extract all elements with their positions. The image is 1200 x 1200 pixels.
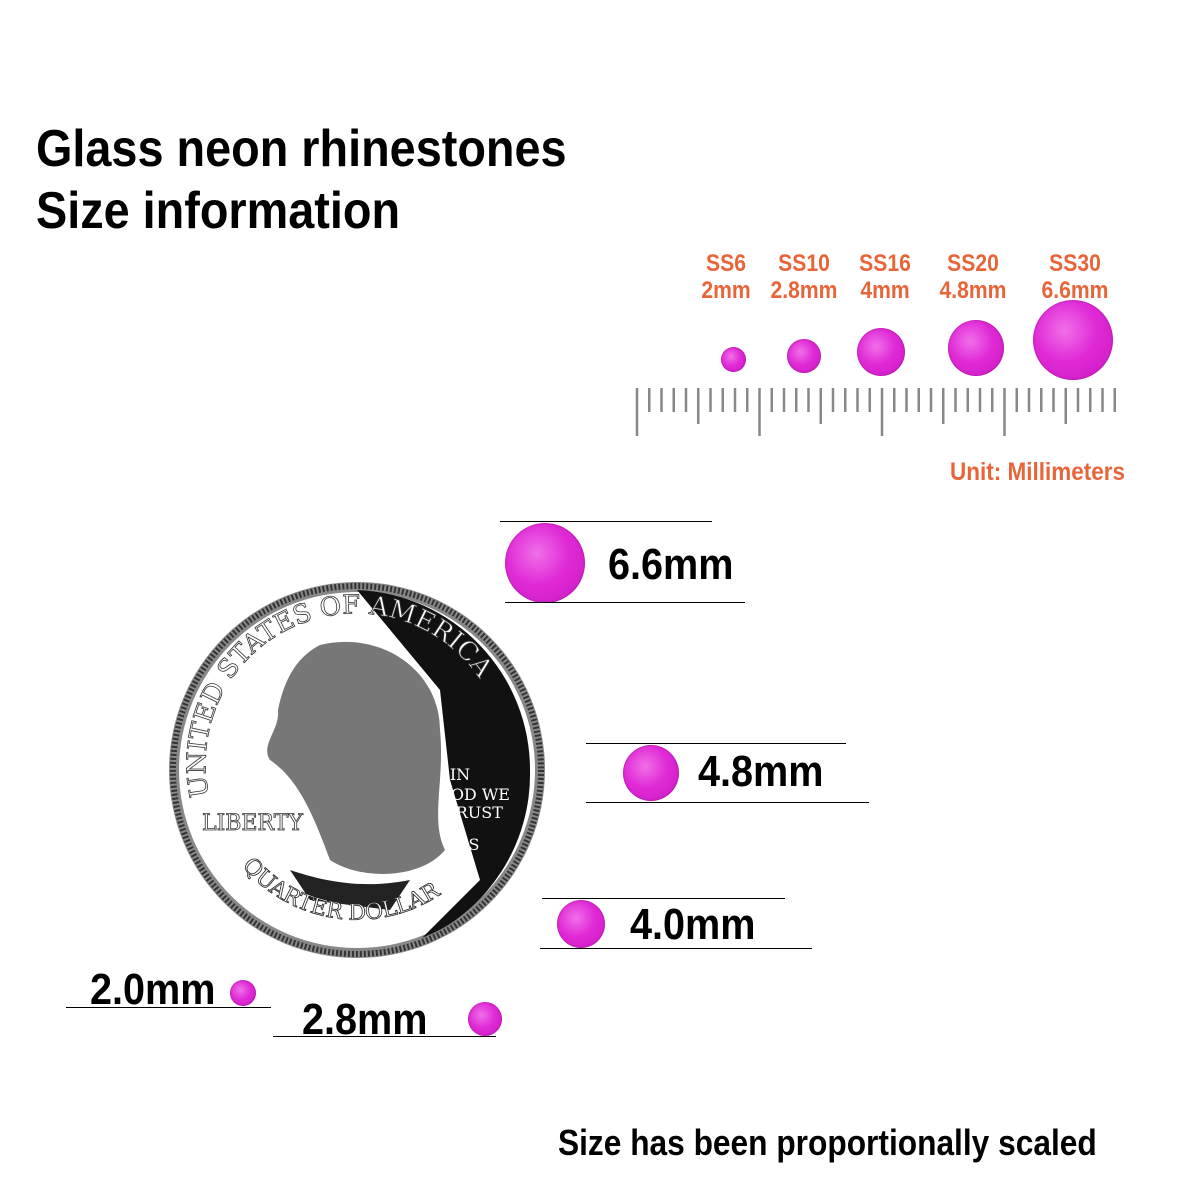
- size-label-ss30: SS30 6.6mm: [1041, 250, 1109, 304]
- stone-4-0mm: [557, 900, 605, 948]
- divider-line: [540, 948, 812, 949]
- divider-line: [66, 1007, 271, 1008]
- stone-4-8mm: [623, 745, 679, 801]
- stone-ss6: [721, 347, 746, 372]
- coin-motto-3: TRUST: [445, 803, 503, 822]
- title-line-1: Glass neon rhinestones: [36, 120, 567, 178]
- divider-line: [586, 802, 869, 803]
- scale-note: Size has been proportionally scaled: [558, 1122, 1097, 1163]
- coin-motto-1: IN: [450, 765, 470, 784]
- coin-mint-mark: S: [469, 835, 480, 854]
- stone-ss16: [857, 328, 905, 376]
- coin-motto-2: GOD WE: [438, 785, 510, 804]
- divider-line: [273, 1036, 496, 1037]
- size-label-ss10: SS10 2.8mm: [770, 250, 838, 304]
- label-4-8mm: 4.8mm: [698, 747, 824, 796]
- stone-ss30: [1033, 300, 1113, 380]
- label-4-0mm: 4.0mm: [630, 900, 756, 949]
- divider-line: [500, 521, 712, 522]
- divider-line: [586, 743, 846, 744]
- size-label-ss20: SS20 4.8mm: [939, 250, 1007, 304]
- stone-ss10: [787, 339, 821, 373]
- unit-label: Unit: Millimeters: [950, 458, 1126, 486]
- title-line-2: Size information: [36, 182, 401, 240]
- divider-line: [542, 898, 785, 899]
- label-6-6mm: 6.6mm: [608, 540, 734, 589]
- stone-6-6mm: [505, 523, 585, 603]
- page-title: Glass neon rhinestones Size information: [36, 118, 567, 242]
- divider-line: [505, 602, 745, 603]
- label-2-8mm: 2.8mm: [302, 995, 428, 1044]
- stone-2-0mm: [230, 980, 256, 1006]
- ruler: [635, 388, 1116, 436]
- stone-ss20: [948, 320, 1004, 376]
- stone-2-8mm: [468, 1002, 502, 1036]
- quarter-coin: UNITED STATES OF AMERICA IN GOD WE TRUST…: [169, 582, 545, 958]
- size-label-ss6: SS6 2mm: [701, 250, 751, 304]
- label-2-0mm: 2.0mm: [90, 965, 216, 1014]
- coin-liberty: LIBERTY: [202, 811, 303, 836]
- size-label-ss16: SS16 4mm: [859, 250, 911, 304]
